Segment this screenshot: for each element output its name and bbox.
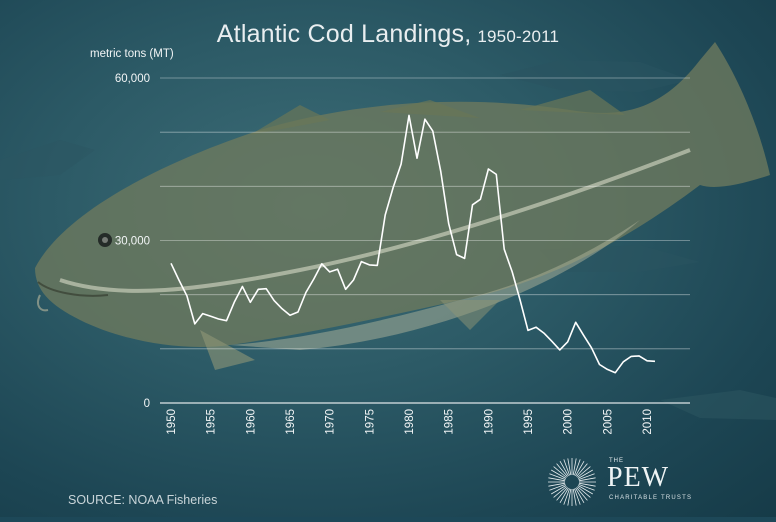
sunburst-ray — [567, 458, 572, 476]
sunburst-ray — [563, 488, 570, 505]
x-tick-label-1950: 1950 — [166, 409, 178, 435]
sunburst-ray — [577, 469, 594, 479]
sunburst-ray — [556, 463, 568, 477]
sunburst-ray — [549, 473, 566, 480]
sunburst-ray — [578, 482, 596, 487]
sunburst-ray — [577, 466, 591, 478]
sunburst-ray — [563, 459, 570, 476]
y-axis-tick-labels: 0 30,000 60,000 — [115, 73, 150, 410]
sunburst-ray — [578, 473, 595, 480]
sunburst-ray — [578, 484, 595, 491]
sunburst-ray — [548, 482, 566, 487]
sunburst-ray — [553, 486, 567, 498]
sunburst-ray — [553, 466, 567, 478]
y-tick-label-0: 0 — [144, 398, 150, 410]
sunburst-ray — [578, 477, 596, 482]
sunburst-ray — [567, 488, 572, 506]
chart-title-years: 1950-2011 — [477, 27, 560, 46]
chart-title: Atlantic Cod Landings, 1950-2011 — [0, 20, 776, 49]
x-tick-label-2005: 2005 — [602, 409, 614, 435]
logo-the: THE — [609, 458, 624, 464]
y-axis-label: metric tons (MT) — [90, 48, 174, 60]
sunburst-ray — [577, 485, 594, 495]
x-tick-label-1960: 1960 — [245, 409, 257, 435]
sunburst-ray — [575, 460, 585, 477]
sunburst-ray — [556, 487, 568, 501]
x-tick-label-1975: 1975 — [364, 409, 376, 435]
x-tick-label-1985: 1985 — [444, 409, 456, 435]
x-axis-tick-labels: 1950 1955 1960 1965 1970 1975 1980 1985 1990 1995… — [166, 409, 654, 435]
sunburst-ray — [576, 463, 588, 477]
x-tick-label-1955: 1955 — [206, 409, 218, 435]
sunburst-ray — [550, 469, 567, 479]
y-tick-label-30000: 30,000 — [115, 236, 150, 248]
x-tick-label-1980: 1980 — [404, 409, 416, 435]
sunburst-ray — [577, 486, 591, 498]
x-tick-label-1990: 1990 — [483, 409, 495, 435]
pew-logo: THE PEW CHARITABLE TRUSTS — [545, 454, 695, 509]
y-tick-label-60000: 60,000 — [115, 73, 150, 85]
x-tick-label-1995: 1995 — [523, 409, 535, 435]
sunburst-ray — [559, 487, 569, 504]
sunburst-ray — [549, 484, 566, 491]
gridlines — [160, 77, 690, 404]
sunburst-ray — [550, 485, 567, 495]
chart-title-main: Atlantic Cod Landings, — [216, 20, 472, 48]
source-note: SOURCE: NOAA Fisheries — [68, 493, 218, 507]
x-tick-label-2010: 2010 — [642, 409, 654, 435]
x-tick-label-2000: 2000 — [563, 409, 575, 435]
sunburst-icon — [548, 458, 596, 506]
sunburst-ray — [574, 459, 581, 476]
sunburst-ray — [572, 458, 577, 476]
logo-subtitle: CHARITABLE TRUSTS — [609, 495, 693, 501]
x-tick-label-1965: 1965 — [285, 409, 297, 435]
logo-name: PEW — [607, 462, 670, 493]
sunburst-ray — [559, 460, 569, 477]
sunburst-ray — [548, 477, 566, 482]
sunburst-ray — [572, 488, 577, 506]
landings-series-line — [170, 114, 656, 374]
sunburst-ray — [576, 487, 588, 501]
sunburst-ray — [575, 487, 585, 504]
sunburst-ray — [574, 488, 581, 505]
x-tick-label-1970: 1970 — [325, 409, 337, 435]
